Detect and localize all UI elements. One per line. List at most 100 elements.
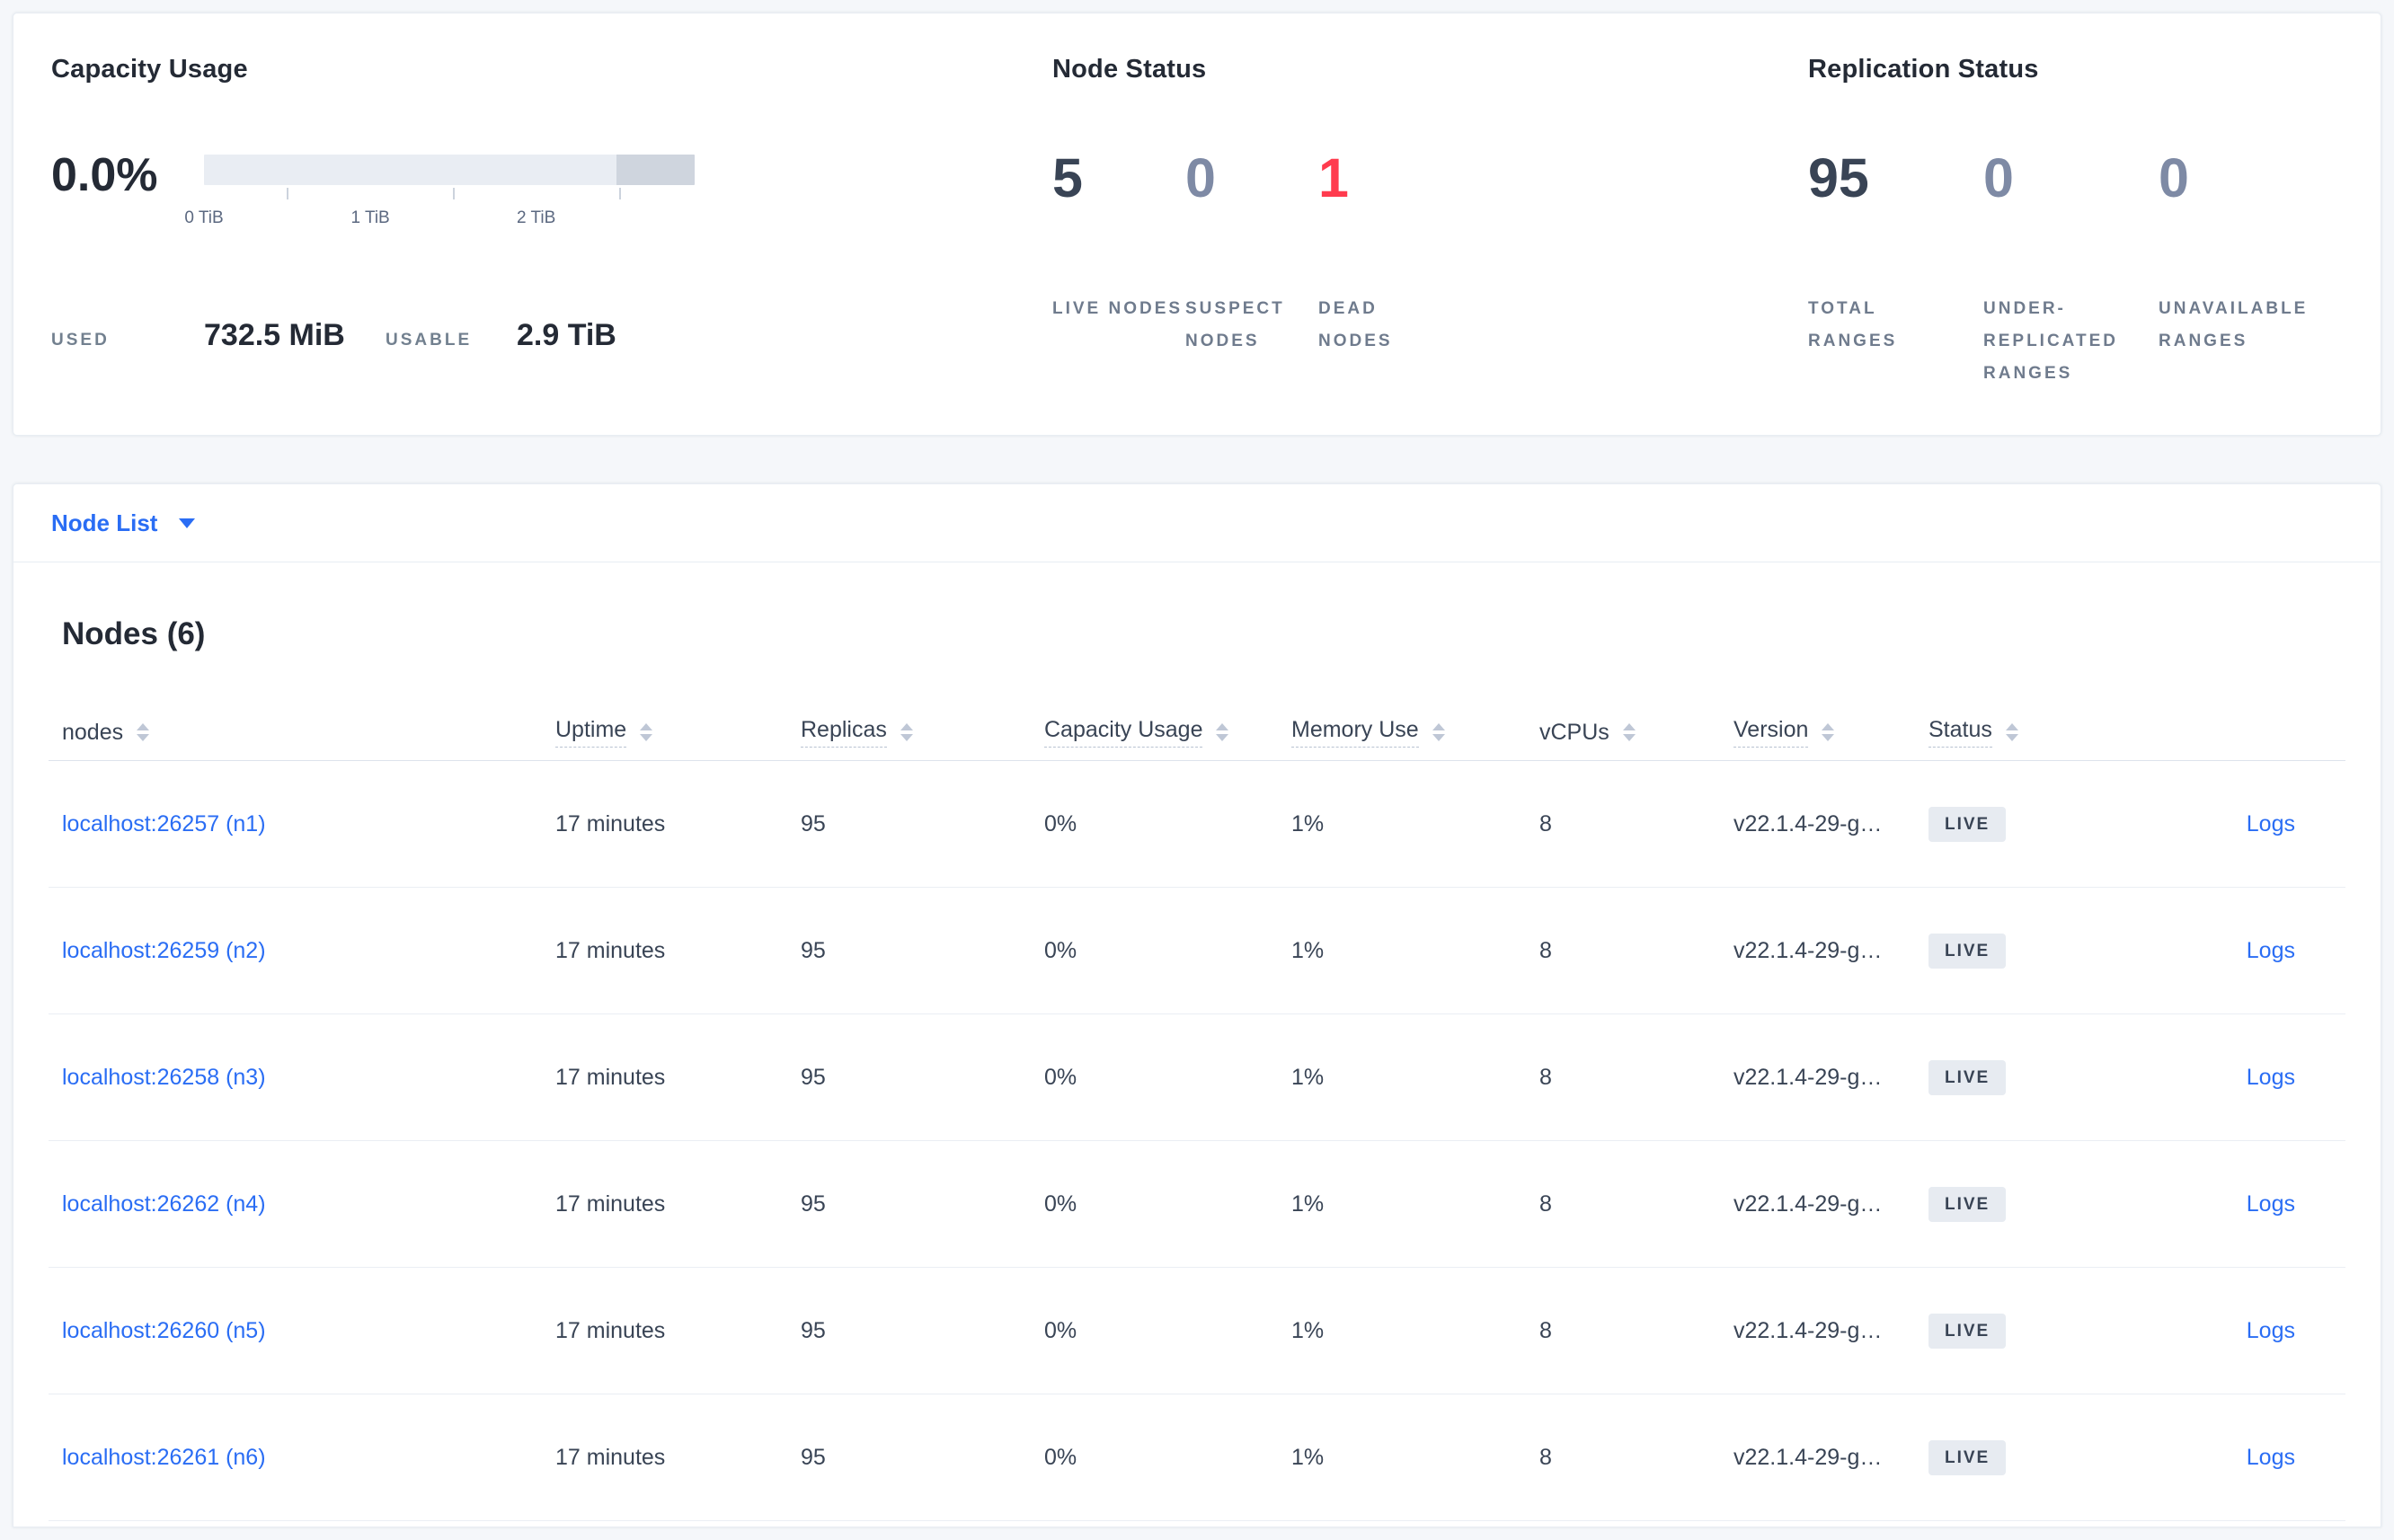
replicas-cell: 95 [801,810,826,836]
capacity-usage-cell: 0% [1044,1317,1077,1343]
node-link[interactable]: localhost:26261 (n6) [62,1444,266,1470]
vcpus-cell: 8 [1539,937,1552,963]
version-cell: v22.1.4-29-g… [1733,937,1883,963]
capacity-usage-cell: 0% [1044,1190,1077,1217]
table-row: localhost:26258 (n3) 17 minutes 95 0% 1%… [49,1014,2345,1142]
dead-nodes-count: 1 [1318,147,1349,208]
memory-use-cell: 1% [1291,1444,1325,1470]
live-nodes-label: LIVE NODES [1052,299,1184,318]
status-badge: LIVE [1928,1186,2007,1222]
capacity-bar-track [204,155,695,185]
vcpus-cell: 8 [1539,1317,1552,1343]
nodes-table-header: nodes Uptime Replicas Capacity Usage Mem… [49,704,2345,762]
capacity-percent: 0.0% [51,149,158,201]
replicas-cell: 95 [801,1317,826,1343]
table-row: localhost:26259 (n2) 17 minutes 95 0% 1%… [49,888,2345,1015]
replicas-cell: 95 [801,1190,826,1217]
memory-use-cell: 1% [1291,937,1325,963]
logs-link[interactable]: Logs [2246,1190,2295,1217]
table-row: localhost:26260 (n5) 17 minutes 95 0% 1%… [49,1268,2345,1395]
logs-link[interactable]: Logs [2246,937,2295,963]
version-cell: v22.1.4-29-g… [1733,810,1883,836]
col-header-memory-use[interactable]: Memory Use [1291,717,1539,748]
nodes-table: nodes Uptime Replicas Capacity Usage Mem… [49,704,2345,1522]
capacity-usage-cell: 0% [1044,1444,1077,1470]
uptime-cell: 17 minutes [555,1064,666,1090]
version-cell: v22.1.4-29-g… [1733,1190,1883,1217]
status-badge: LIVE [1928,1313,2007,1349]
summary-card: Capacity Usage 0.0% 0 TiB 1 TiB 2 TiB [13,13,2381,437]
table-row: localhost:26262 (n4) 17 minutes 95 0% 1%… [49,1141,2345,1269]
view-selector-dropdown[interactable]: Node List [13,484,2381,563]
col-header-nodes[interactable]: nodes [49,720,555,746]
node-link[interactable]: localhost:26257 (n1) [62,810,266,836]
capacity-usage-values: USED 732.5 MiB USABLE 2.9 TiB [51,318,1052,353]
logs-link[interactable]: Logs [2246,810,2295,836]
node-link[interactable]: localhost:26262 (n4) [62,1190,266,1217]
table-row: localhost:26261 (n6) 17 minutes 95 0% 1%… [49,1394,2345,1522]
node-list-card: Node List Nodes (6) nodes Uptime Replica… [13,483,2381,1528]
total-ranges-count: 95 [1808,147,1869,208]
memory-use-cell: 1% [1291,810,1325,836]
status-badge: LIVE [1928,1059,2007,1095]
col-header-replicas[interactable]: Replicas [801,717,1044,748]
dead-nodes-label: DEAD NODES [1318,299,1393,351]
replication-status-panel: Replication Status 95 TOTAL RANGES 0 UND… [1808,55,2381,390]
live-nodes-count: 5 [1052,147,1083,208]
uptime-cell: 17 minutes [555,810,666,836]
capacity-usage-cell: 0% [1044,1064,1077,1090]
sort-icon [900,723,913,742]
uptime-cell: 17 minutes [555,1444,666,1470]
total-ranges-stat: 95 TOTAL RANGES [1808,149,1983,390]
unavailable-ranges-count: 0 [2159,147,2189,208]
sort-icon [1622,723,1636,742]
live-nodes-stat: 5 LIVE NODES [1052,149,1185,358]
node-status-stats: 5 LIVE NODES 0 SUSPECT NODES 1 DEAD NODE… [1052,149,1808,358]
replicas-cell: 95 [801,937,826,963]
suspect-nodes-label: SUSPECT NODES [1185,299,1285,351]
unavailable-ranges-stat: 0 UNAVAILABLE RANGES [2159,149,2334,390]
logs-link[interactable]: Logs [2246,1444,2295,1470]
col-header-uptime[interactable]: Uptime [555,717,801,748]
vcpus-cell: 8 [1539,1064,1552,1090]
col-header-capacity-usage[interactable]: Capacity Usage [1044,717,1291,748]
col-header-vcpus[interactable]: vCPUs [1539,720,1733,746]
status-badge: LIVE [1928,933,2007,969]
axis-label-2: 2 TiB [516,208,556,227]
memory-use-cell: 1% [1291,1064,1325,1090]
col-header-version[interactable]: Version [1733,717,1928,748]
axis-tick [453,188,456,199]
node-link[interactable]: localhost:26259 (n2) [62,937,266,963]
node-status-title: Node Status [1052,55,1207,84]
axis-label-0: 0 TiB [184,208,224,227]
axis-label-1: 1 TiB [350,208,390,227]
node-status-panel: Node Status 5 LIVE NODES 0 SUSPECT NODES… [1052,55,1808,390]
sort-icon [137,723,150,742]
status-badge: LIVE [1928,1439,2007,1475]
sort-icon [1822,723,1835,742]
capacity-usage-panel: Capacity Usage 0.0% 0 TiB 1 TiB 2 TiB [51,55,1052,390]
capacity-bar-reserved-segment [616,155,695,185]
sort-icon [1216,723,1229,742]
col-header-status[interactable]: Status [1928,717,2135,748]
suspect-nodes-stat: 0 SUSPECT NODES [1185,149,1318,358]
under-replicated-ranges-count: 0 [1983,147,2014,208]
under-replicated-ranges-stat: 0 UNDER-REPLICATED RANGES [1983,149,2159,390]
uptime-cell: 17 minutes [555,1317,666,1343]
used-label: USED [51,331,110,350]
capacity-bar: 0 TiB 1 TiB 2 TiB [184,155,695,239]
chevron-down-icon [179,518,196,528]
vcpus-cell: 8 [1539,810,1552,836]
replicas-cell: 95 [801,1444,826,1470]
replicas-cell: 95 [801,1064,826,1090]
logs-link[interactable]: Logs [2246,1064,2295,1090]
sort-icon [640,723,653,742]
node-link[interactable]: localhost:26260 (n5) [62,1317,266,1343]
used-value: 732.5 MiB [204,318,345,352]
under-replicated-ranges-label: UNDER-REPLICATED RANGES [1983,299,2118,384]
node-link[interactable]: localhost:26258 (n3) [62,1064,266,1090]
logs-link[interactable]: Logs [2246,1317,2295,1343]
vcpus-cell: 8 [1539,1190,1552,1217]
vcpus-cell: 8 [1539,1444,1552,1470]
status-badge: LIVE [1928,806,2007,842]
